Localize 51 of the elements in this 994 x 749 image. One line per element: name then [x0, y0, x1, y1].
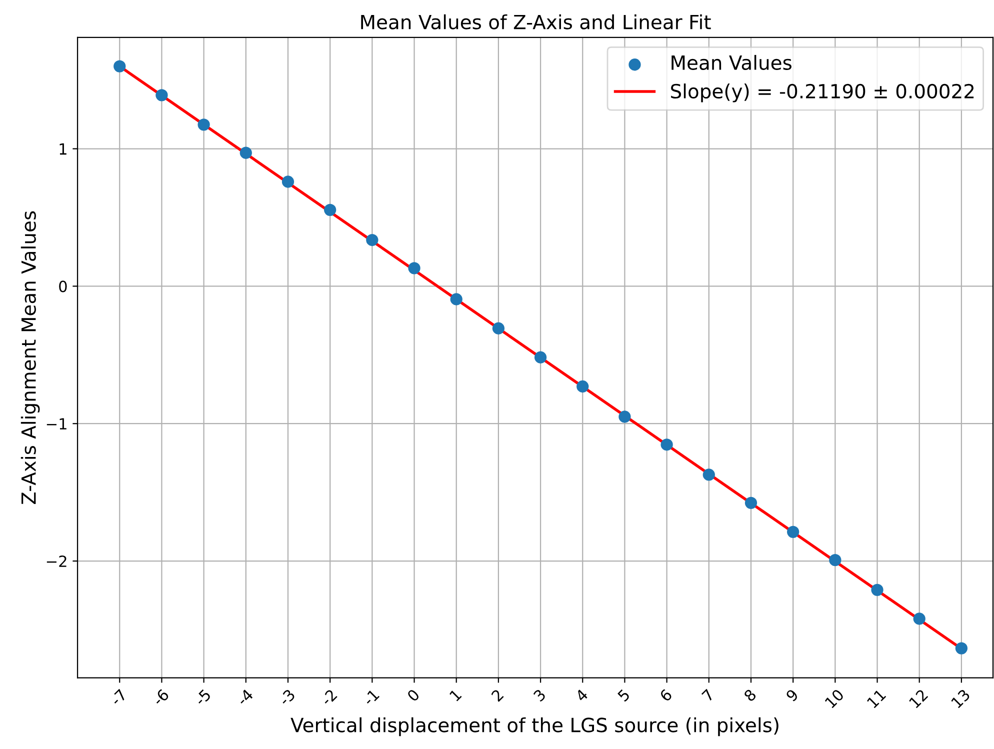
point	[576, 380, 589, 393]
point	[114, 60, 126, 72]
y-axis-title: Z-Axis Alignment Mean Values	[20, 211, 40, 504]
point	[871, 584, 884, 596]
point	[408, 262, 420, 274]
point	[660, 438, 673, 451]
y-tick-label: −1	[46, 418, 66, 430]
legend-label: Slope(y) = -0.21190 ± 0.00022	[671, 83, 974, 102]
x-tick-label: 0	[406, 688, 420, 702]
x-tick-label: -7	[110, 688, 128, 706]
x-tick-label: -3	[278, 688, 296, 706]
x-tick-label: 12	[908, 688, 928, 708]
point	[282, 176, 294, 188]
x-tick-label: -6	[152, 688, 170, 706]
point	[240, 146, 252, 159]
point	[492, 322, 505, 334]
x-tick-label: 9	[785, 688, 799, 702]
x-tick-label: 3	[532, 688, 546, 702]
point	[955, 642, 968, 654]
point	[829, 554, 842, 566]
point	[156, 89, 168, 102]
x-tick-label: 6	[659, 688, 673, 702]
y-tick-label: 1	[60, 143, 66, 155]
legend-label: Mean Values	[672, 54, 792, 70]
chart-title: Mean Values of Z-Axis and Linear Fit	[361, 14, 711, 30]
x-tick-label: 7	[701, 688, 714, 702]
y-tick-label: −2	[46, 556, 66, 567]
x-tick-label: 11	[866, 688, 886, 708]
point	[450, 293, 462, 306]
point	[702, 468, 715, 481]
x-tick-label: -5	[194, 688, 212, 706]
x-tick-label: -1	[362, 688, 380, 706]
x-tick-label: 2	[490, 688, 504, 702]
x-tick-label: 13	[950, 688, 971, 708]
point	[787, 526, 800, 538]
point	[534, 351, 547, 364]
x-tick-label: 4	[574, 688, 588, 702]
x-tick-label: -4	[236, 688, 254, 706]
x-axis-title: Vertical displacement of the LGS source (in pixels)	[290, 717, 778, 736]
x-tick-label: -2	[320, 688, 338, 706]
point	[744, 496, 758, 509]
point	[618, 410, 631, 423]
point	[913, 612, 926, 625]
x-tick-label: 1	[449, 688, 462, 702]
point	[198, 118, 210, 131]
x-tick-label: 5	[617, 688, 630, 702]
point	[366, 234, 378, 246]
x-tick-label: 8	[743, 688, 757, 702]
point	[324, 204, 336, 216]
x-tick-label: 10	[824, 688, 844, 708]
y-tick-label: 0	[59, 280, 67, 292]
